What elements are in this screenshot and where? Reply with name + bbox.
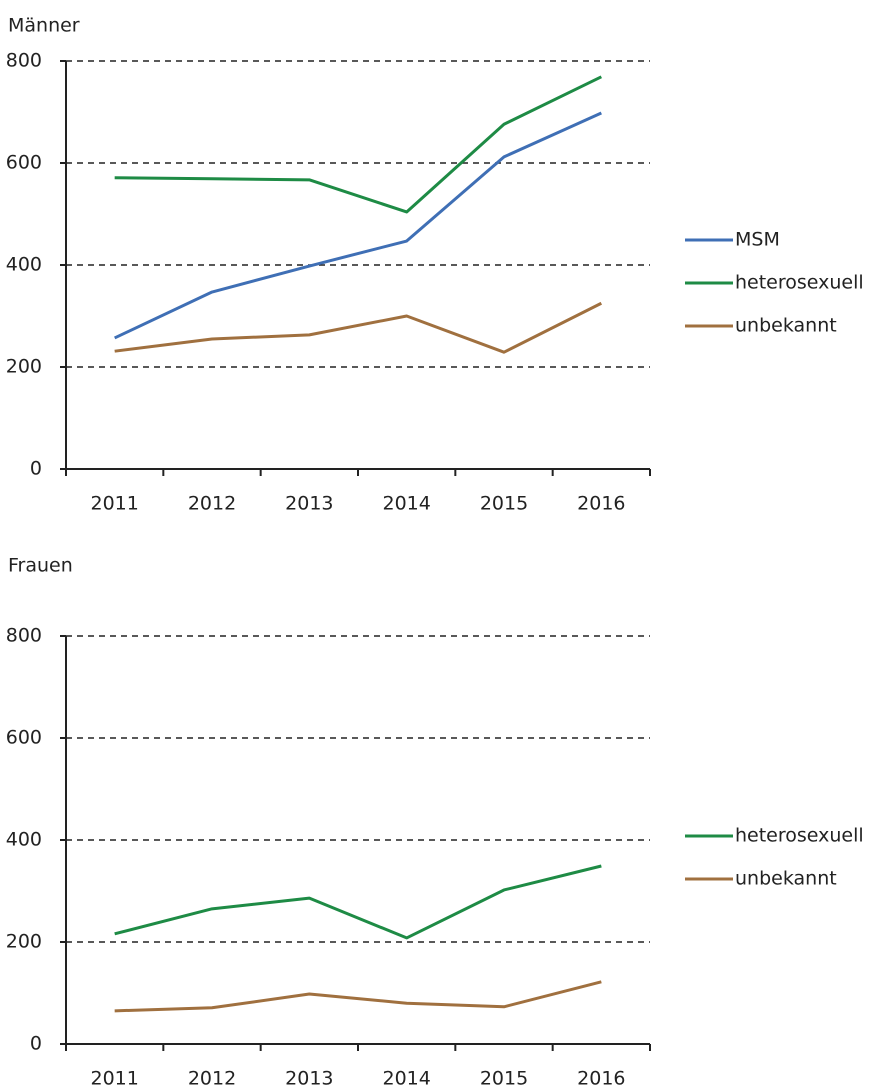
x-tick-label: 2015: [480, 493, 528, 515]
y-tick-label: 600: [6, 727, 42, 749]
x-tick-label: 2016: [577, 1068, 625, 1090]
x-tick-label: 2014: [382, 493, 430, 515]
legend-label: unbekannt: [735, 315, 837, 337]
y-tick-label: 400: [6, 254, 42, 276]
y-tick-label: 800: [6, 625, 42, 647]
y-tick-label: 0: [30, 458, 42, 480]
chart-title: Männer: [8, 15, 80, 37]
series-line: [114, 75, 602, 214]
series-line: [114, 301, 603, 354]
series-line: [114, 111, 602, 340]
y-tick-label: 200: [6, 356, 42, 378]
x-tick-label: 2011: [90, 493, 138, 515]
x-tick-label: 2015: [480, 1068, 528, 1090]
y-tick-label: 600: [6, 152, 42, 174]
legend-label: unbekannt: [735, 868, 837, 890]
x-tick-label: 2013: [285, 1068, 333, 1090]
y-tick-label: 0: [30, 1033, 42, 1055]
legend-label: heterosexuell: [735, 825, 864, 847]
y-tick-label: 400: [6, 829, 42, 851]
series-line: [114, 980, 602, 1013]
y-tick-label: 200: [6, 931, 42, 953]
x-tick-label: 2011: [90, 1068, 138, 1090]
x-tick-label: 2013: [285, 493, 333, 515]
chart-title: Frauen: [8, 555, 73, 577]
series-line: [114, 864, 602, 940]
x-tick-label: 2012: [188, 1068, 236, 1090]
legend-label: MSM: [735, 229, 780, 251]
x-tick-label: 2012: [188, 493, 236, 515]
x-tick-label: 2014: [382, 1068, 430, 1090]
y-tick-label: 800: [6, 50, 42, 72]
x-tick-label: 2016: [577, 493, 625, 515]
legend-label: heterosexuell: [735, 272, 864, 294]
